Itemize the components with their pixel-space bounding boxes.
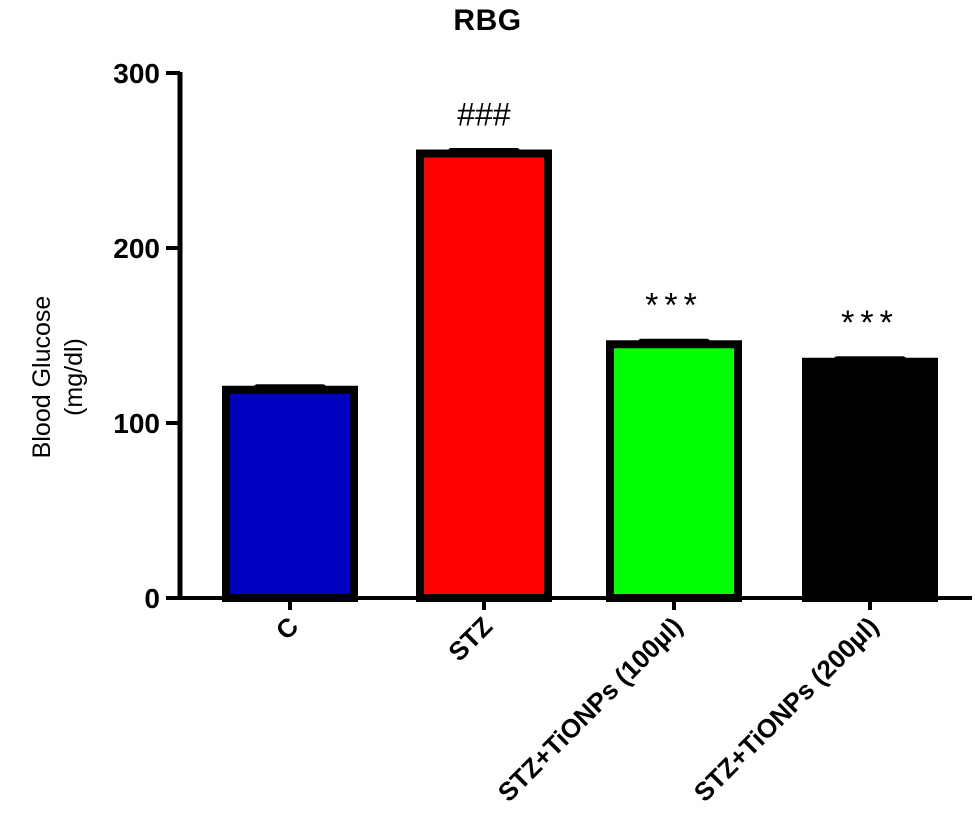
chart-title: RBG (453, 4, 522, 37)
x-tick-label: C (270, 611, 305, 646)
y-tick-label: 300 (113, 58, 160, 89)
y-tick-label: 100 (113, 408, 160, 439)
significance-annotation: *** (841, 304, 899, 342)
significance-annotation: ### (457, 97, 511, 133)
significance-annotation: *** (645, 286, 703, 324)
bar-3 (802, 357, 938, 602)
y-tick-label: 200 (113, 233, 160, 264)
bar-2 (606, 340, 742, 602)
x-tick-label: STZ+TiONPs (200µl) (688, 611, 884, 807)
bar-1 (416, 149, 552, 602)
x-tick-label: STZ+TiONPs (100µl) (492, 611, 688, 807)
y-tick-label: 0 (144, 583, 160, 614)
x-tick-label: STZ (442, 611, 498, 667)
bar-0 (222, 385, 358, 602)
